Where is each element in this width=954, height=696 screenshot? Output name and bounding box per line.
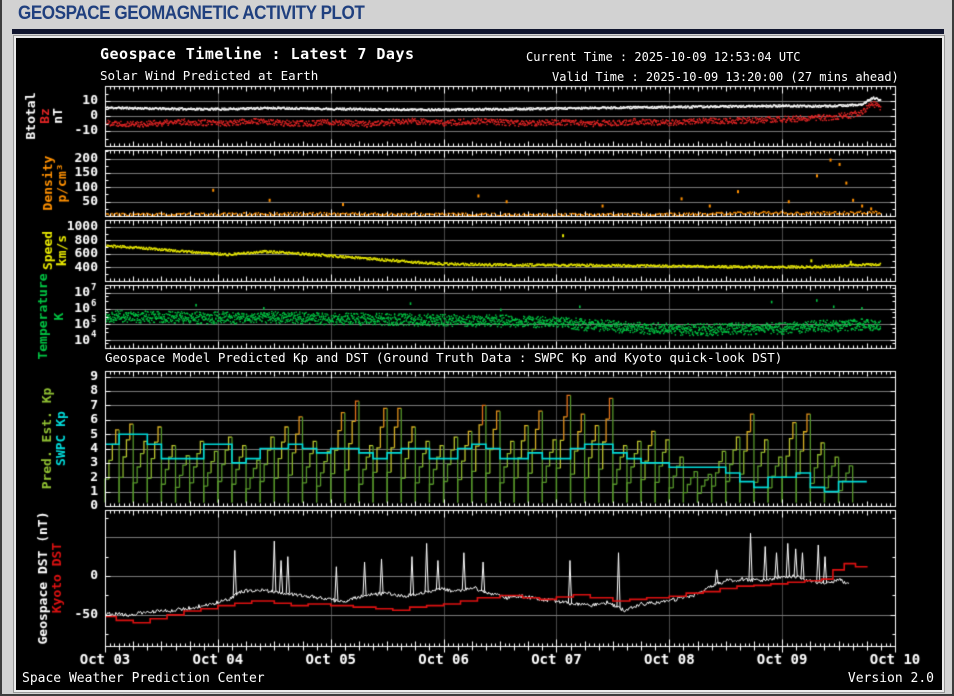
current-time-text: Current Time : 2025-10-09 12:53:04 UTC <box>526 50 801 64</box>
plot-title: Geospace Timeline : Latest 7 Days <box>100 45 415 63</box>
geospace-plot-canvas <box>16 38 942 690</box>
footer-source-text: Space Weather Prediction Center <box>22 671 265 686</box>
footer-version-text: Version 2.0 <box>847 671 934 686</box>
geospace-plot-window: Geospace Timeline : Latest 7 Days Curren… <box>13 35 945 693</box>
header-rule <box>12 29 944 34</box>
valid-time-text: Valid Time : 2025-10-09 13:20:00 (27 min… <box>552 70 899 84</box>
kp-dst-section-title: Geospace Model Predicted Kp and DST (Gro… <box>105 350 783 365</box>
page-title: GEOSPACE GEOMAGNETIC ACTIVITY PLOT <box>18 3 365 24</box>
plot-subtitle: Solar Wind Predicted at Earth <box>100 68 319 83</box>
